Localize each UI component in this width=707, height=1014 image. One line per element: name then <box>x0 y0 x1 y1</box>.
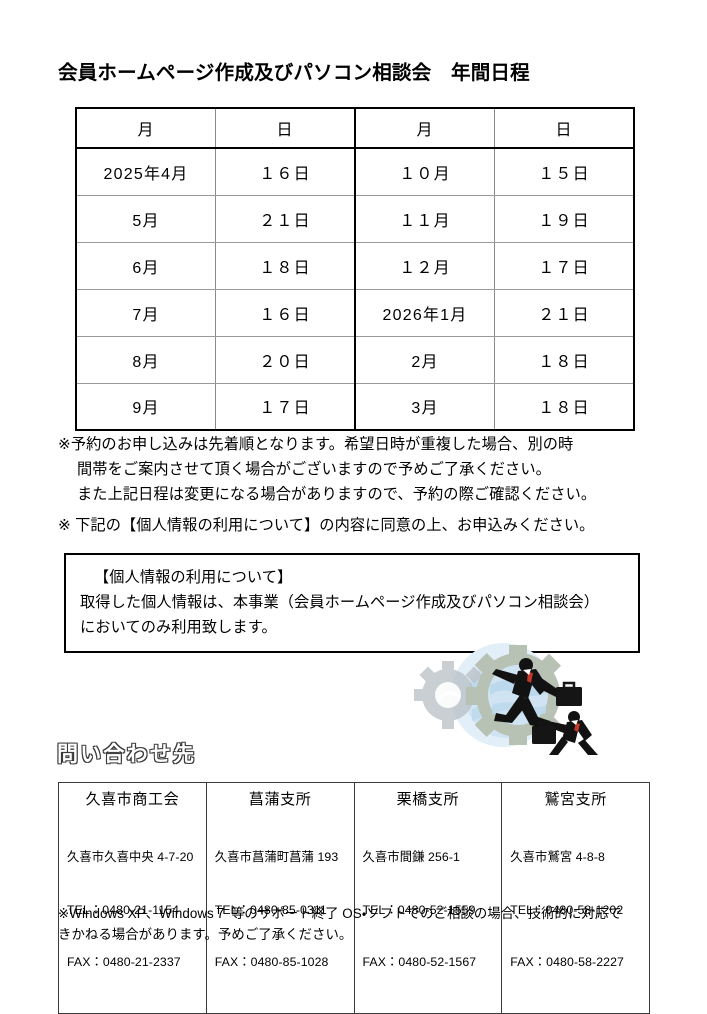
contact-table-container: 久喜市商工会 久喜市久喜中央 4-7-20 TEL：0480-21-1154 F… <box>58 782 650 1014</box>
schedule-cell-month-1: 5月 <box>75 194 216 243</box>
contact-office-name: 栗橋支所 <box>396 791 460 808</box>
contact-section-heading: 問い合わせ先 <box>56 742 197 766</box>
contact-address: 久喜市鷲宮 4-8-8 <box>510 850 605 864</box>
privacy-heading: 【個人情報の利用について】 <box>94 569 293 586</box>
contact-office-name: 久喜市商工会 <box>85 791 180 808</box>
footer-line-2: きかねる場合があります。予めご了承ください。 <box>58 927 353 942</box>
schedule-cell-month-1: 8月 <box>75 335 216 384</box>
schedule-cell-day-1: ２１日 <box>215 194 356 243</box>
contact-fax: FAX：0480-58-2227 <box>510 955 624 969</box>
privacy-line-1: 取得した個人情報は、本事業（会員ホームページ作成及びパソコン相談会） <box>80 594 600 611</box>
businessmen-running-gear-globe-icon <box>408 643 623 755</box>
contact-cell-1: 菖蒲支所 久喜市菖蒲町菖蒲 193 TEL：0480-85-0311 FAX：0… <box>205 782 355 1014</box>
contact-office-name: 鷲宮支所 <box>544 791 607 808</box>
note-line-2: 間帯をご案内させて頂く場合がございますので予めご了承ください。 <box>77 461 551 478</box>
schedule-cell-month-1: 6月 <box>75 241 216 290</box>
schedule-header-month-1: 月 <box>75 107 216 149</box>
table-row: 2025年4月 １６日 １０月 １５日 <box>75 147 635 196</box>
contact-address: 久喜市菖蒲町菖蒲 193 <box>214 850 339 864</box>
schedule-header-month-2: 月 <box>354 107 495 149</box>
schedule-table: 月 日 月 日 2025年4月 １６日 １０月 １５日 5月 ２１日 １１月 １… <box>75 107 635 431</box>
table-row: 9月 １７日 3月 １８日 <box>75 382 635 431</box>
contact-cell-0: 久喜市商工会 久喜市久喜中央 4-7-20 TEL：0480-21-1154 F… <box>58 782 207 1014</box>
schedule-cell-month-2: １２月 <box>354 241 495 290</box>
contact-tel: TEL：0480-58-1202 <box>510 902 624 917</box>
contact-office-name: 菖蒲支所 <box>248 791 312 808</box>
table-row: 7月 １６日 2026年1月 ２１日 <box>75 288 635 337</box>
footer-disclaimer: ※Windows XP、Windows７ 等のサポート終了 OS・ソフトでのご相… <box>58 903 663 945</box>
reservation-notes: ※予約のお申し込みは先着順となります。希望日時が重複した場合、別の時 間帯をご案… <box>58 432 658 507</box>
schedule-cell-month-1: 2025年4月 <box>75 147 216 196</box>
schedule-cell-month-1: 9月 <box>75 382 216 431</box>
schedule-cell-day-2: １７日 <box>494 241 635 290</box>
schedule-cell-day-2: １８日 <box>494 382 635 431</box>
page-title: 会員ホームページ作成及びパソコン相談会 年間日程 <box>58 62 530 84</box>
contact-office-details: 久喜市久喜中央 4-7-20 TEL：0480-21-1154 FAX：0480… <box>59 814 206 1013</box>
privacy-policy-box: 【個人情報の利用について】 取得した個人情報は、本事業（会員ホームページ作成及び… <box>64 553 640 653</box>
contact-cell-3: 鷲宮支所 久喜市鷲宮 4-8-8 TEL：0480-58-1202 FAX：04… <box>501 782 650 1014</box>
contact-cell-2: 栗橋支所 久喜市間鎌 256-1 TEL：0480-52-1559 FAX：04… <box>353 782 503 1014</box>
contact-address: 久喜市間鎌 256-1 <box>362 850 460 864</box>
consent-note: ※ 下記の【個人情報の利用について】の内容に同意の上、お申込みください。 <box>58 517 595 534</box>
schedule-cell-day-1: １８日 <box>215 241 356 290</box>
contact-tel: TEL：0480-85-0311 <box>214 902 327 917</box>
schedule-cell-day-2: １５日 <box>494 147 635 196</box>
table-row: 5月 ２１日 １１月 １９日 <box>75 194 635 243</box>
schedule-table-container: 月 日 月 日 2025年4月 １６日 １０月 １５日 5月 ２１日 １１月 １… <box>75 107 635 431</box>
schedule-header-day-1: 日 <box>215 107 356 149</box>
schedule-header-day-2: 日 <box>494 107 635 149</box>
footer-line-1: ※Windows XP、Windows７ 等のサポート終了 OS・ソフトでのご相… <box>58 906 622 921</box>
contact-table: 久喜市商工会 久喜市久喜中央 4-7-20 TEL：0480-21-1154 F… <box>58 782 650 1014</box>
contact-office-details: 久喜市鷲宮 4-8-8 TEL：0480-58-1202 FAX：0480-58… <box>502 814 649 1013</box>
schedule-cell-day-1: ２０日 <box>215 335 356 384</box>
contact-tel: TEL：0480-52-1559 <box>362 902 476 917</box>
schedule-cell-month-2: 3月 <box>354 382 495 431</box>
contact-office-details: 久喜市間鎌 256-1 TEL：0480-52-1559 FAX：0480-52… <box>355 814 502 1013</box>
contact-tel: TEL：0480-21-1154 <box>67 902 180 917</box>
schedule-cell-day-1: １６日 <box>215 147 356 196</box>
contact-fax: FAX：0480-52-1567 <box>362 955 477 969</box>
schedule-cell-day-1: １６日 <box>215 288 356 337</box>
contact-row: 久喜市商工会 久喜市久喜中央 4-7-20 TEL：0480-21-1154 F… <box>58 782 650 1014</box>
schedule-cell-month-2: 2026年1月 <box>354 288 495 337</box>
schedule-cell-month-1: 7月 <box>75 288 216 337</box>
schedule-cell-month-2: １１月 <box>354 194 495 243</box>
schedule-cell-day-2: １８日 <box>494 335 635 384</box>
privacy-line-2: においてのみ利用致します。 <box>80 619 277 636</box>
schedule-cell-month-2: 2月 <box>354 335 495 384</box>
schedule-header-row: 月 日 月 日 <box>75 107 635 149</box>
contact-office-details: 久喜市菖蒲町菖蒲 193 TEL：0480-85-0311 FAX：0480-8… <box>207 814 354 1013</box>
contact-fax: FAX：0480-21-2337 <box>67 955 181 969</box>
schedule-cell-day-2: ２１日 <box>494 288 635 337</box>
table-row: 6月 １８日 １２月 １７日 <box>75 241 635 290</box>
schedule-cell-month-2: １０月 <box>354 147 495 196</box>
schedule-cell-day-1: １７日 <box>215 382 356 431</box>
table-row: 8月 ２０日 2月 １８日 <box>75 335 635 384</box>
note-line-3: また上記日程は変更になる場合がありますので、予約の際ご確認ください。 <box>77 486 597 503</box>
note-line-1: ※予約のお申し込みは先着順となります。希望日時が重複した場合、別の時 <box>58 436 574 453</box>
schedule-cell-day-2: １９日 <box>494 194 635 243</box>
contact-fax: FAX：0480-85-1028 <box>214 955 329 969</box>
contact-address: 久喜市久喜中央 4-7-20 <box>67 850 194 864</box>
